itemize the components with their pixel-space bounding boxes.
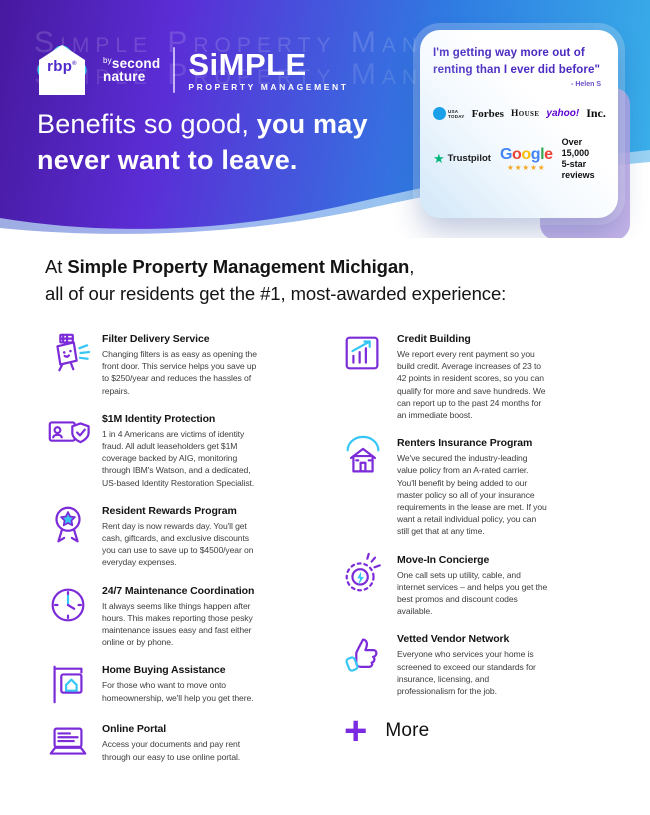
renters-insurance-icon	[346, 436, 380, 473]
benefit-online-portal: Online Portal Access your documents and …	[45, 720, 303, 766]
benefit-maintenance: 24/7 Maintenance Coordination It always …	[45, 582, 303, 649]
online-portal-icon	[49, 727, 87, 756]
plus-icon: +	[344, 709, 368, 754]
yahoo-logo: yahoo!	[546, 108, 580, 120]
header-headline: Benefits so good, you may never want to …	[37, 109, 368, 176]
rbp-logo: rbp®	[33, 41, 91, 99]
benefit-credit-building: Credit Building We report every rent pay…	[340, 330, 576, 421]
testimonial-quote: I'm getting way more out of renting than…	[433, 47, 601, 76]
vendor-network-icon	[345, 638, 378, 673]
testimonial-attribution: - Helen S	[571, 81, 601, 89]
google-stars-icon: ★★★★★	[506, 162, 546, 172]
intro-heading: At Simple Property Management Michigan, …	[45, 256, 507, 304]
header-banner: Simple Property Management Simple Proper…	[0, 0, 650, 238]
credit-building-icon	[345, 336, 379, 370]
benefit-filter-delivery: Filter Delivery Service Changing filters…	[45, 330, 303, 397]
usa-today-logo: USA TODAY	[433, 107, 465, 121]
inc-logo: Inc.	[586, 106, 606, 121]
house-logo: House	[510, 108, 540, 119]
google-logo: Google ★★★★★	[499, 145, 553, 172]
benefits-column-right: Credit Building We report every rent pay…	[340, 330, 576, 754]
identity-protection-icon	[48, 421, 90, 444]
home-buying-icon	[53, 666, 83, 704]
resident-rewards-icon	[55, 506, 81, 543]
brand-divider	[173, 47, 176, 93]
benefit-home-buying: Home Buying Assistance For those who wan…	[45, 661, 303, 707]
usa-today-circle-icon	[433, 107, 446, 121]
maintenance-clock-icon	[51, 588, 85, 622]
trustpilot-logo: ★ Trustpilot	[433, 151, 491, 167]
review-count: Over 15,000 5-star reviews	[561, 137, 595, 180]
more-label: More	[385, 720, 430, 742]
move-in-concierge-icon	[345, 552, 381, 592]
benefit-identity-protection: $1M Identity Protection 1 in 4 Americans…	[45, 410, 303, 489]
more-button[interactable]: + More	[344, 709, 576, 754]
benefit-renters-insurance: Renters Insurance Program We've secured …	[340, 434, 576, 537]
trustpilot-star-icon: ★	[433, 151, 445, 167]
simple-pm-logo: SiMPLE PROPERTY MANAGEMENT	[188, 46, 349, 92]
second-nature-logo: bysecond nature	[103, 55, 161, 84]
media-logos-row: USA TODAY Forbes House yahoo! Inc.	[433, 106, 606, 121]
filter-delivery-icon	[56, 333, 91, 372]
brand-row: rbp® bysecond nature SiMPLE PROPERTY MANA…	[33, 41, 349, 99]
benefit-vendor-network: Vetted Vendor Network Everyone who servi…	[340, 630, 576, 697]
rbp-logo-text: rbp®	[47, 58, 77, 75]
testimonial-card: I'm getting way more out of renting than…	[420, 30, 618, 218]
benefit-move-in-concierge: Move-In Concierge One call sets up utili…	[340, 551, 576, 618]
benefits-column-left: Filter Delivery Service Changing filters…	[45, 330, 303, 779]
reviews-row: ★ Trustpilot Google ★★★★★ Over 15,000 5-…	[433, 137, 605, 180]
benefit-resident-rewards: Resident Rewards Program Rent day is now…	[45, 502, 303, 569]
forbes-logo: Forbes	[471, 107, 504, 120]
